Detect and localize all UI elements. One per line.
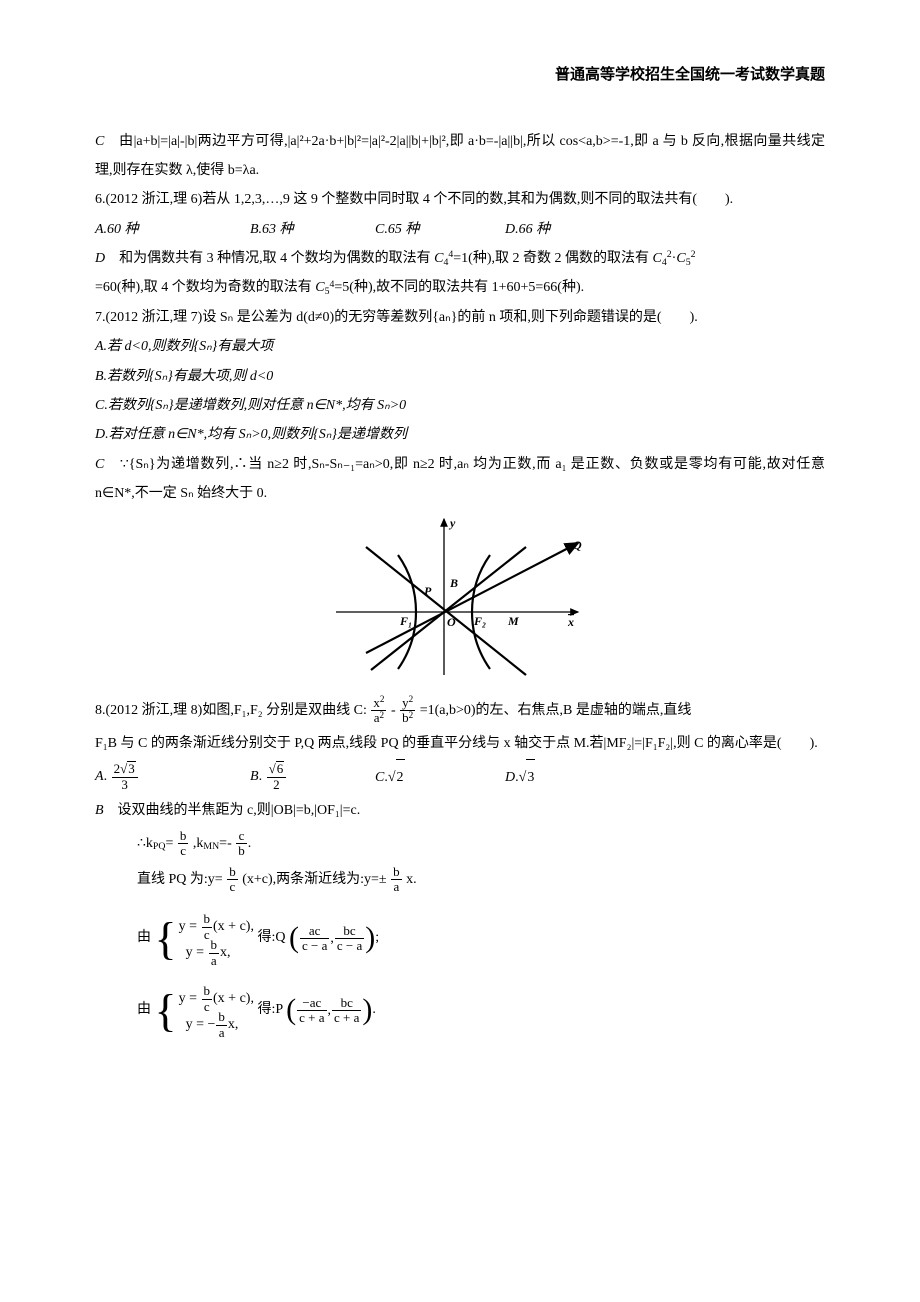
brace-case-1: { y = bc(x + c), y = bax, bbox=[155, 912, 254, 964]
q6-answer-letter: D bbox=[95, 251, 105, 266]
svg-text:y: y bbox=[448, 516, 456, 530]
q6-opt-d: D.66 种 bbox=[505, 222, 550, 237]
q8-opt-c: C.√2 bbox=[375, 759, 505, 796]
q8-stem-a: 8.(2012 浙江,理 8)如图,F₁,F₂ 分别是双曲线 C: bbox=[95, 703, 367, 718]
svg-text:O: O bbox=[447, 615, 456, 629]
q6-sol-t2: =1(种),取 2 奇数 2 偶数的取法有 bbox=[453, 251, 652, 266]
q6-opt-c: C.65 种 bbox=[375, 222, 419, 237]
q6-stem: 6.(2012 浙江,理 6)若从 1,2,3,…,9 这 9 个整数中同时取 … bbox=[95, 185, 825, 214]
q8-sol-t2b: ,k bbox=[193, 836, 204, 851]
q6-options: A.60 种 B.63 种 C.65 种 D.66 种 bbox=[95, 215, 825, 244]
q6-opt-a: A.60 种 bbox=[95, 222, 139, 237]
svg-text:M: M bbox=[507, 614, 519, 628]
point-p: ( −acc + a, bcc + a ) bbox=[286, 996, 372, 1026]
q8-opt-d: D.√3 bbox=[505, 759, 535, 796]
frac-xa: x2a2 bbox=[371, 696, 386, 726]
page-header: 普通高等学校招生全国统一考试数学真题 bbox=[95, 60, 825, 92]
q8-solution-l2: ∴kPQ= bc ,kMN=- cb. bbox=[95, 826, 825, 862]
q5-solution: C 由|a+b|=|a|-|b|两边平方可得,|a|²+2a·b+|b|²=|a… bbox=[95, 127, 825, 186]
q5-solution-text: 由|a+b|=|a|-|b|两边平方可得,|a|²+2a·b+|b|²=|a|²… bbox=[95, 134, 825, 178]
svg-text:F₂: F₂ bbox=[473, 614, 486, 628]
frac-yb: y2b2 bbox=[400, 696, 415, 726]
svg-text:x: x bbox=[567, 615, 574, 629]
q7-stem: 7.(2012 浙江,理 7)设 Sₙ 是公差为 d(d≠0)的无穷等差数列{a… bbox=[95, 303, 825, 332]
q6-sol-t3: =60(种),取 4 个数均为奇数的取法有 bbox=[95, 280, 315, 295]
q7-b-text: B.若数列{Sₙ}有最大项,则 d<0 bbox=[95, 369, 273, 384]
q8-sol-t3a: 直线 PQ 为:y= bbox=[137, 872, 223, 887]
svg-text:Q: Q bbox=[573, 538, 582, 552]
q7-c-text: C.若数列{Sₙ}是递增数列,则对任意 n∈N*,均有 Sₙ>0 bbox=[95, 398, 406, 413]
q8-case2-mid: 得:P bbox=[257, 1003, 282, 1018]
q6-sol-t4: =5(种),故不同的取法共有 1+60+5=66(种). bbox=[334, 280, 584, 295]
q8-sol-t3c: x. bbox=[406, 872, 417, 887]
q8-solution-case1: 由 { y = bc(x + c), y = bax, 得:Q ( acc − … bbox=[95, 912, 825, 964]
figure-svg: y x O F₁ F₂ M B P Q bbox=[326, 515, 594, 680]
q8-stem-l2: F₁B 与 C 的两条渐近线分别交于 P,Q 两点,线段 PQ 的垂直平分线与 … bbox=[95, 729, 825, 758]
q7-opt-b: B.若数列{Sₙ}有最大项,则 d<0 bbox=[95, 362, 825, 391]
hyperbola-figure: y x O F₁ F₂ M B P Q bbox=[95, 515, 825, 691]
point-q: ( acc − a, bcc − a ) bbox=[289, 924, 375, 954]
svg-text:P: P bbox=[424, 584, 432, 598]
q8-case1-mid: 得:Q bbox=[257, 931, 285, 946]
q8-sol-t1: 设双曲线的半焦距为 c,则|OB|=b,|OF₁|=c. bbox=[104, 803, 361, 818]
q8-opt-a: A. 2√33 bbox=[95, 759, 250, 796]
q8-case2-pre: 由 bbox=[137, 1003, 151, 1018]
answer-letter: C bbox=[95, 134, 104, 149]
q7-opt-c: C.若数列{Sₙ}是递增数列,则对任意 n∈N*,均有 Sₙ>0 bbox=[95, 391, 825, 420]
q6-solution-l2: =60(种),取 4 个数均为奇数的取法有 C54=5(种),故不同的取法共有 … bbox=[95, 273, 825, 302]
q8-opt-b: B. √62 bbox=[250, 759, 375, 796]
frac-bc: bc bbox=[178, 829, 189, 859]
brace-case-2: { y = bc(x + c), y = −bax, bbox=[155, 984, 254, 1036]
q8-options: A. 2√33 B. √62 C.√2 D.√3 bbox=[95, 759, 825, 796]
q8-sol-t3b: (x+c),两条渐近线为:y=± bbox=[242, 872, 386, 887]
svg-text:F₁: F₁ bbox=[399, 614, 412, 628]
frac-cb: cb bbox=[236, 829, 247, 859]
q8-sol-t2a: ∴k bbox=[137, 836, 153, 851]
frac-bc2: bc bbox=[227, 865, 238, 895]
q8-stem-b: =1(a,b>0)的左、右焦点,B 是虚轴的端点,直线 bbox=[420, 703, 692, 718]
q8-answer-letter: B bbox=[95, 803, 104, 818]
q7-a-text: A.若 d<0,则数列{Sₙ}有最大项 bbox=[95, 339, 273, 354]
q7-solution: C ∵{Sₙ}为递增数列,∴当 n≥2 时,Sₙ-Sₙ₋₁=aₙ>0,即 n≥2… bbox=[95, 450, 825, 509]
q8-solution-l3: 直线 PQ 为:y= bc (x+c),两条渐近线为:y=± ba x. bbox=[95, 862, 825, 898]
q6-solution: D 和为偶数共有 3 种情况,取 4 个数均为偶数的取法有 C44=1(种),取… bbox=[95, 244, 825, 273]
q6-opt-b: B.63 种 bbox=[250, 222, 294, 237]
q7-opt-d: D.若对任意 n∈N*,均有 Sₙ>0,则数列{Sₙ}是递增数列 bbox=[95, 420, 825, 449]
q7-sol-text: ∵{Sₙ}为递增数列,∴当 n≥2 时,Sₙ-Sₙ₋₁=aₙ>0,即 n≥2 时… bbox=[95, 457, 825, 501]
svg-text:B: B bbox=[449, 576, 458, 590]
q7-opt-a: A.若 d<0,则数列{Sₙ}有最大项 bbox=[95, 332, 825, 361]
q7-d-text: D.若对任意 n∈N*,均有 Sₙ>0,则数列{Sₙ}是递增数列 bbox=[95, 427, 407, 442]
q8-solution-case2: 由 { y = bc(x + c), y = −bax, 得:P ( −acc … bbox=[95, 984, 825, 1036]
q8-case1-pre: 由 bbox=[137, 931, 151, 946]
q6-sol-t1: 和为偶数共有 3 种情况,取 4 个数均为偶数的取法有 bbox=[105, 251, 434, 266]
frac-ba: ba bbox=[391, 865, 402, 895]
q7-answer-letter: C bbox=[95, 457, 104, 472]
q8-stem-l1: 8.(2012 浙江,理 8)如图,F₁,F₂ 分别是双曲线 C: x2a2 -… bbox=[95, 693, 825, 729]
q8-solution-l1: B 设双曲线的半焦距为 c,则|OB|=b,|OF₁|=c. bbox=[95, 796, 825, 825]
